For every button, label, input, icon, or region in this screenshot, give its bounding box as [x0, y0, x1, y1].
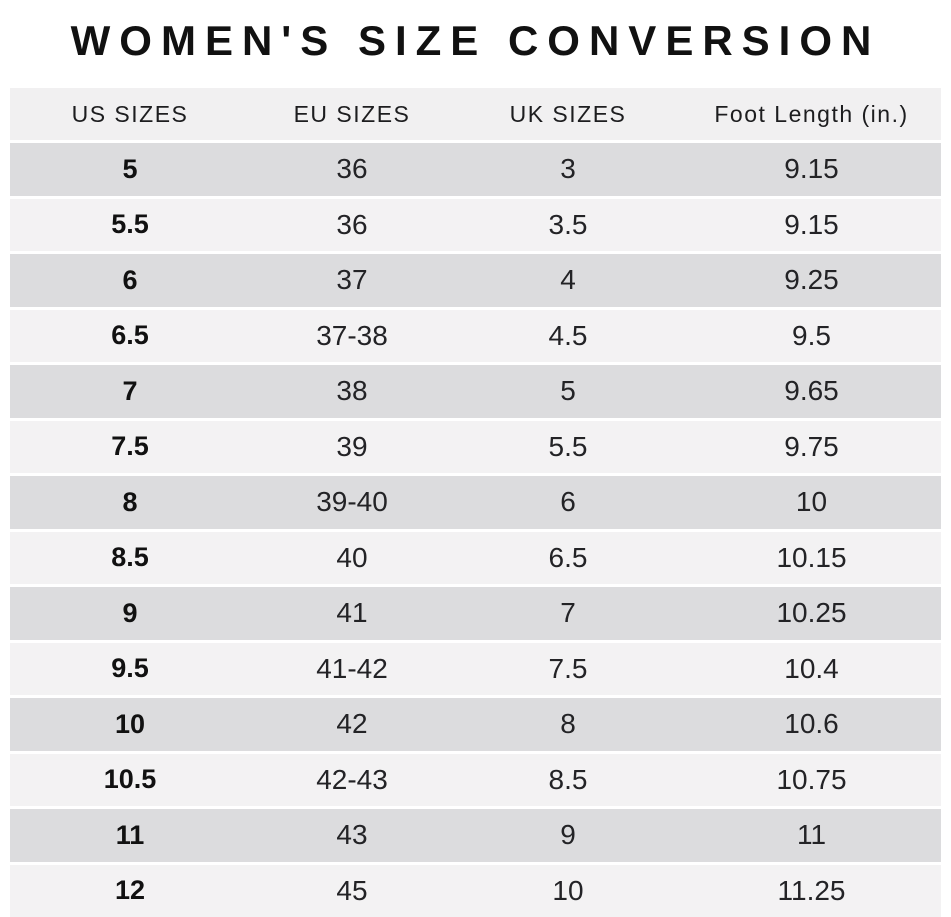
cell-us-size: 6.5: [111, 320, 149, 351]
cell-uk-size: 3.5: [548, 208, 588, 240]
cell-us-size: 12: [114, 875, 146, 906]
table-row: 10 42 8 10.6: [10, 698, 941, 751]
column-header-eu-sizes: EU SIZES: [293, 100, 411, 127]
cell-uk-size: 5.5: [548, 430, 588, 462]
cell-foot-length: 9.5: [792, 319, 831, 351]
cell-us-size: 9: [122, 597, 138, 628]
table-row: 9 41 7 10.25: [10, 587, 941, 640]
table-row: 12 45 10 11.25: [10, 864, 941, 917]
cell-us-size: 7: [122, 375, 138, 406]
cell-eu-size: 45: [336, 874, 368, 906]
cell-eu-size: 36: [336, 153, 368, 185]
cell-foot-length: 9.25: [784, 264, 839, 296]
cell-foot-length: 11: [796, 819, 827, 851]
table-row: 10.5 42-43 8.5 10.75: [10, 753, 941, 806]
cell-foot-length: 9.75: [784, 430, 839, 462]
cell-uk-size: 4: [560, 264, 576, 296]
cell-us-size: 8: [122, 486, 138, 517]
cell-us-size: 10.5: [103, 764, 157, 795]
cell-eu-size: 42-43: [316, 763, 388, 795]
cell-foot-length: 9.15: [784, 153, 839, 185]
cell-us-size: 11: [115, 819, 145, 850]
table-row: 11 43 9 11: [10, 809, 941, 862]
cell-uk-size: 8.5: [548, 763, 588, 795]
cell-eu-size: 43: [336, 819, 368, 851]
cell-us-size: 9.5: [111, 653, 149, 684]
cell-foot-length: 10.75: [776, 763, 847, 795]
cell-eu-size: 41-42: [316, 652, 388, 684]
cell-foot-length: 10.25: [776, 597, 847, 629]
cell-us-size: 5.5: [111, 209, 149, 240]
cell-uk-size: 7.5: [548, 652, 588, 684]
cell-eu-size: 38: [336, 375, 368, 407]
cell-uk-size: 10: [552, 874, 584, 906]
cell-us-size: 7.5: [111, 431, 149, 462]
cell-eu-size: 41: [336, 597, 368, 629]
cell-us-size: 8.5: [111, 542, 149, 573]
page-title: WOMEN'S SIZE CONVERSION: [70, 17, 881, 64]
cell-eu-size: 39-40: [316, 486, 388, 518]
cell-foot-length: 10.6: [784, 708, 839, 740]
cell-foot-length: 9.15: [784, 208, 839, 240]
column-header-foot-length: Foot Length (in.): [714, 100, 909, 127]
cell-uk-size: 8: [560, 708, 576, 740]
table-body: 5 36 3 9.15 5.5 36 3.5 9.15 6 37 4 9.25 …: [10, 143, 941, 917]
cell-eu-size: 37-38: [316, 319, 388, 351]
table-row: 8 39-40 6 10: [10, 476, 941, 529]
cell-uk-size: 9: [560, 819, 576, 851]
cell-us-size: 10: [114, 708, 146, 739]
cell-foot-length: 11.25: [777, 874, 846, 906]
table-row: 6.5 37-38 4.5 9.5: [10, 309, 941, 362]
table-header-row: US SIZES EU SIZES UK SIZES Foot Length (…: [10, 88, 941, 140]
cell-uk-size: 3: [560, 153, 576, 185]
cell-foot-length: 10.15: [776, 541, 847, 573]
table-row: 5.5 36 3.5 9.15: [10, 198, 941, 251]
cell-uk-size: 6.5: [548, 541, 588, 573]
cell-foot-length: 9.65: [784, 375, 839, 407]
cell-uk-size: 6: [560, 486, 576, 518]
table-row: 6 37 4 9.25: [10, 254, 941, 307]
cell-eu-size: 37: [336, 264, 368, 296]
cell-foot-length: 10: [795, 486, 828, 518]
table-row: 5 36 3 9.15: [10, 143, 941, 196]
cell-us-size: 6: [122, 264, 138, 295]
table-row: 9.5 41-42 7.5 10.4: [10, 642, 941, 695]
cell-foot-length: 10.4: [784, 652, 839, 684]
cell-eu-size: 39: [336, 430, 368, 462]
size-conversion-table: US SIZES EU SIZES UK SIZES Foot Length (…: [10, 88, 941, 917]
cell-eu-size: 36: [336, 208, 368, 240]
column-header-uk-sizes: UK SIZES: [509, 100, 627, 127]
cell-uk-size: 4.5: [548, 319, 588, 351]
cell-eu-size: 42: [336, 708, 368, 740]
table-row: 7 38 5 9.65: [10, 365, 941, 418]
cell-uk-size: 7: [560, 597, 576, 629]
table-row: 7.5 39 5.5 9.75: [10, 420, 941, 473]
cell-us-size: 5: [122, 153, 138, 184]
column-header-us-sizes: US SIZES: [71, 100, 189, 127]
cell-uk-size: 5: [560, 375, 576, 407]
table-row: 8.5 40 6.5 10.15: [10, 531, 941, 584]
cell-eu-size: 40: [336, 541, 368, 573]
